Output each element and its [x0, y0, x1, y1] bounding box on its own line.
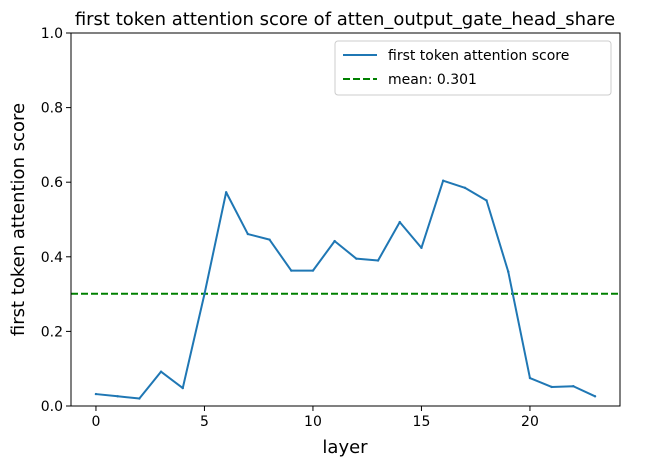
data-point: [116, 395, 119, 398]
data-point: [333, 239, 336, 243]
x-tick-label: 20: [521, 414, 539, 430]
data-point: [463, 186, 467, 189]
data-point: [159, 370, 163, 373]
legend-entry-label: first token attention score: [388, 48, 569, 64]
y-tick-label: 0.6: [41, 175, 63, 191]
y-tick-label: 0.8: [41, 101, 63, 117]
x-axis-label: layer: [322, 437, 368, 458]
data-point: [181, 386, 184, 390]
data-point: [528, 376, 532, 380]
x-tick-label: 15: [413, 414, 431, 430]
data-point: [355, 257, 358, 260]
data-point: [94, 392, 98, 396]
y-tick-label: 0.2: [41, 324, 63, 340]
legend-box: [334, 40, 612, 96]
data-point: [593, 395, 597, 398]
x-tick-label: 0: [91, 414, 100, 430]
plot-frame: [70, 32, 621, 407]
data-point: [138, 397, 141, 400]
data-point: [441, 179, 445, 182]
data-point: [398, 220, 401, 224]
y-tick-label: 0.0: [41, 399, 63, 415]
data-point: [420, 246, 423, 250]
data-point: [268, 238, 271, 241]
y-tick-label: 1.0: [41, 26, 63, 42]
data-point: [246, 232, 250, 236]
data-point: [311, 269, 315, 272]
data-point: [485, 199, 488, 202]
data-point: [224, 191, 228, 194]
y-tick-label: 0.4: [41, 250, 63, 266]
y-axis-label: first token attention score: [8, 103, 29, 336]
data-point: [203, 292, 206, 296]
data-point: [550, 385, 553, 389]
x-tick-label: 5: [200, 414, 209, 430]
series-line-first-token-attention-score: [94, 179, 597, 400]
data-point: [572, 385, 575, 388]
data-point: [290, 269, 293, 272]
plot-area: 0 5 10 15 20 0.0 0.2 0.4 0.6 0.8 1.0 first token at…: [41, 26, 621, 430]
data-point: [507, 270, 510, 273]
legend: first token attention score mean: 0.301: [334, 40, 612, 96]
x-tick-label: 10: [304, 414, 322, 430]
legend-entry-label: mean: 0.301: [388, 72, 477, 88]
chart-title: first token attention score of atten_out…: [75, 9, 615, 30]
data-point: [376, 259, 380, 262]
